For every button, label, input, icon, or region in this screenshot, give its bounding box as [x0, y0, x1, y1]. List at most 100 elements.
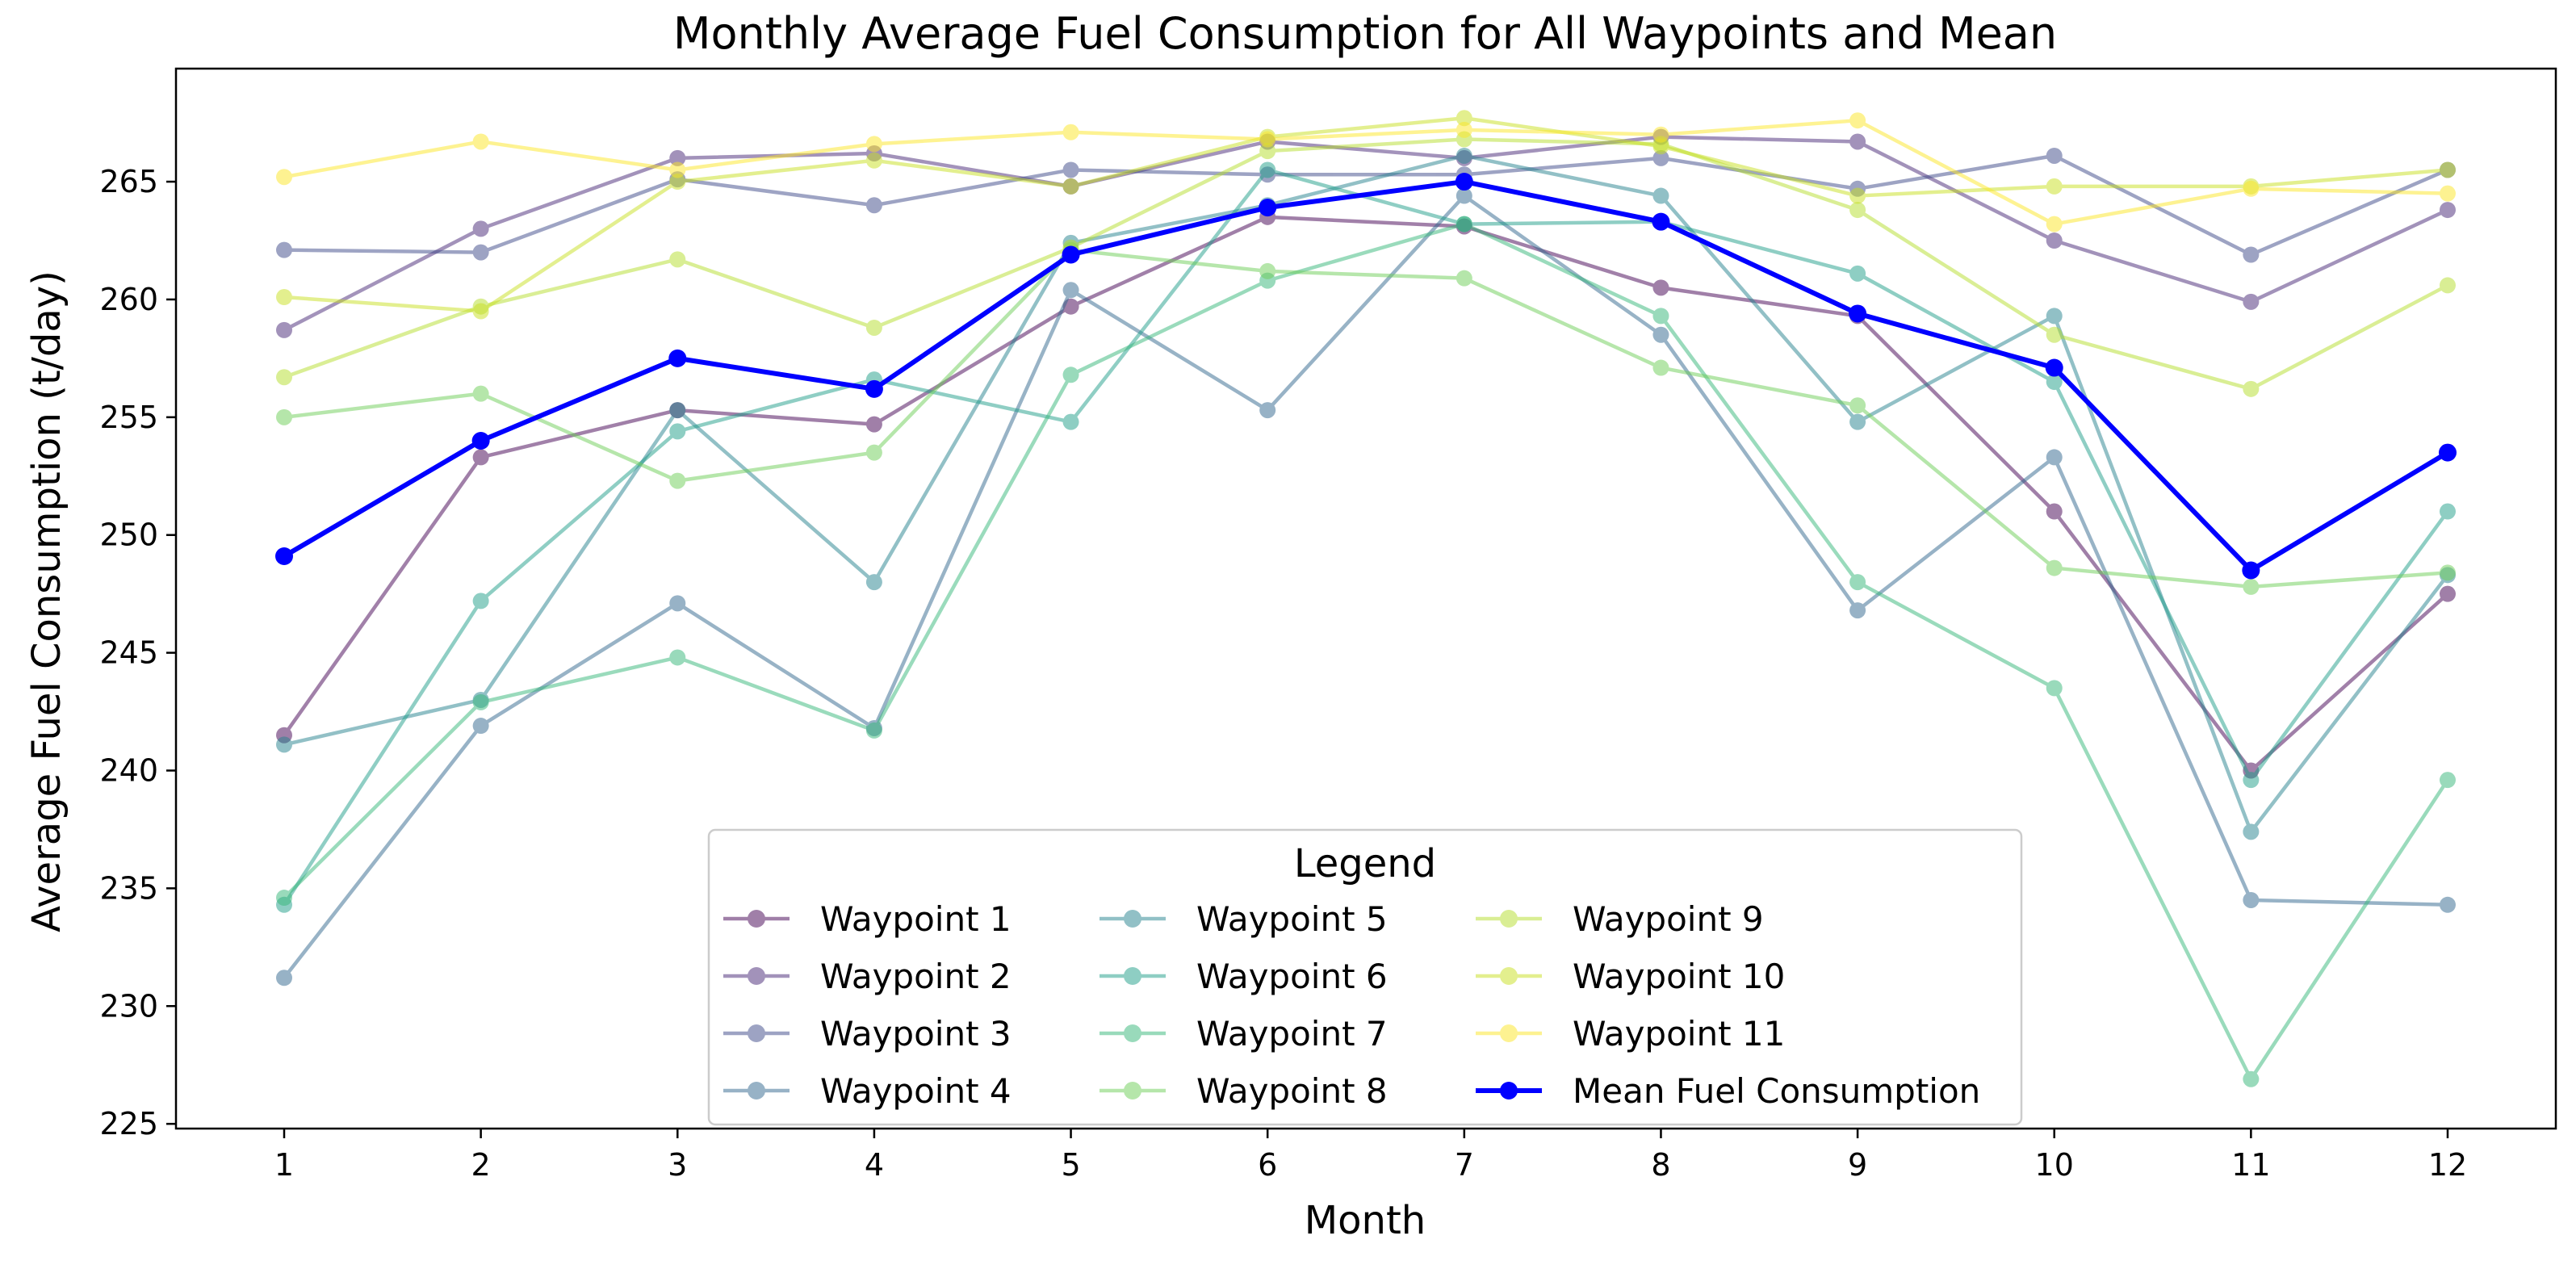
- y-tick-label: 240: [99, 752, 158, 788]
- x-tick-label: 6: [1258, 1147, 1277, 1183]
- data-point: [2046, 148, 2063, 164]
- data-point: [1849, 574, 1866, 590]
- y-tick-label: 265: [99, 164, 158, 199]
- legend-swatch-marker: [1500, 1082, 1518, 1100]
- data-point: [2440, 564, 2456, 580]
- x-tick-label: 7: [1455, 1147, 1474, 1183]
- data-point: [1849, 266, 1866, 282]
- data-point: [866, 723, 882, 739]
- data-point: [1063, 178, 1079, 195]
- data-point: [866, 153, 882, 169]
- data-point: [2243, 823, 2259, 840]
- data-point: [1849, 397, 1866, 413]
- data-point: [866, 445, 882, 461]
- data-point: [2046, 327, 2063, 343]
- legend-swatch-marker: [1124, 1024, 1141, 1042]
- data-point: [1849, 202, 1866, 218]
- legend-label: Waypoint 10: [1573, 957, 1785, 996]
- x-tick-label: 9: [1848, 1147, 1867, 1183]
- legend-label: Waypoint 5: [1196, 899, 1388, 939]
- legend-swatch-marker: [1500, 967, 1518, 985]
- data-point: [276, 736, 292, 752]
- y-tick-label: 225: [99, 1106, 158, 1141]
- y-tick-label: 230: [99, 988, 158, 1024]
- data-point: [2440, 586, 2456, 602]
- legend-title: Legend: [1294, 841, 1436, 886]
- data-point: [866, 417, 882, 433]
- data-point: [1652, 127, 1669, 143]
- data-point: [1456, 173, 1473, 191]
- data-point: [669, 595, 685, 611]
- data-point: [1063, 161, 1079, 178]
- data-point: [1062, 246, 1080, 264]
- data-point: [2440, 186, 2456, 202]
- data-point: [1259, 161, 1275, 178]
- data-point: [669, 423, 685, 439]
- data-point: [669, 473, 685, 489]
- legend-label: Waypoint 7: [1196, 1014, 1388, 1053]
- data-point: [2243, 579, 2259, 595]
- data-point: [865, 380, 883, 398]
- data-point: [1849, 602, 1866, 618]
- data-point: [866, 320, 882, 336]
- data-point: [276, 409, 292, 425]
- data-point: [1652, 327, 1669, 343]
- data-point: [1456, 148, 1472, 164]
- data-point: [2440, 504, 2456, 520]
- data-point: [2242, 561, 2260, 579]
- data-point: [1063, 124, 1079, 140]
- legend-swatch-marker: [748, 910, 765, 928]
- y-tick-label: 250: [99, 517, 158, 553]
- data-point: [1063, 414, 1079, 430]
- data-point: [1456, 270, 1472, 287]
- data-point: [2243, 181, 2259, 197]
- data-point: [2243, 1071, 2259, 1087]
- data-point: [1652, 188, 1669, 204]
- data-point: [473, 593, 489, 609]
- data-point: [1259, 132, 1275, 148]
- data-point: [1652, 213, 1669, 231]
- legend-label: Mean Fuel Consumption: [1573, 1071, 1980, 1111]
- data-point: [473, 694, 489, 710]
- data-point: [669, 251, 685, 267]
- y-tick-label: 245: [99, 635, 158, 671]
- x-tick-label: 12: [2428, 1147, 2467, 1183]
- legend-swatch-marker: [1500, 910, 1518, 928]
- data-point: [473, 133, 489, 149]
- legend-label: Waypoint 9: [1573, 899, 1764, 939]
- data-point: [669, 649, 685, 665]
- data-point: [2439, 444, 2457, 462]
- data-point: [2243, 247, 2259, 263]
- legend-label: Waypoint 8: [1196, 1071, 1388, 1111]
- data-point: [2440, 161, 2456, 178]
- data-point: [2440, 897, 2456, 913]
- x-tick-label: 11: [2231, 1147, 2270, 1183]
- x-tick-label: 2: [471, 1147, 491, 1183]
- data-point: [2440, 202, 2456, 218]
- data-point: [2440, 772, 2456, 788]
- data-point: [2046, 680, 2063, 696]
- legend-label: Waypoint 3: [820, 1014, 1012, 1053]
- data-point: [2243, 892, 2259, 908]
- data-point: [472, 432, 490, 450]
- data-point: [1849, 414, 1866, 430]
- data-point: [2243, 294, 2259, 310]
- x-tick-label: 10: [2035, 1147, 2074, 1183]
- data-point: [669, 402, 685, 418]
- data-point: [1652, 360, 1669, 376]
- legend-label: Waypoint 11: [1573, 1014, 1785, 1053]
- data-point: [473, 245, 489, 261]
- x-tick-label: 4: [865, 1147, 884, 1183]
- data-point: [1849, 112, 1866, 128]
- data-point: [2046, 359, 2063, 377]
- data-point: [276, 242, 292, 258]
- legend-swatch-marker: [748, 967, 765, 985]
- data-point: [1259, 402, 1275, 418]
- y-tick-label: 260: [99, 282, 158, 317]
- data-point: [473, 386, 489, 402]
- x-axis-label: Month: [1305, 1198, 1426, 1243]
- data-point: [2440, 277, 2456, 293]
- data-point: [1259, 263, 1275, 279]
- data-point: [275, 547, 293, 565]
- data-point: [276, 890, 292, 906]
